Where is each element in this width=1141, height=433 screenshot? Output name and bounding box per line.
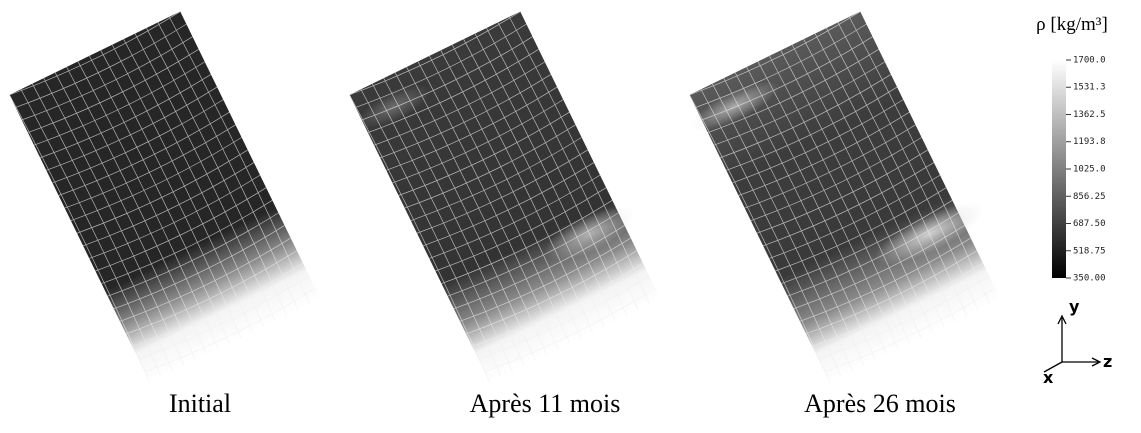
colorbar-tick-label: 1700.0 <box>1073 56 1106 66</box>
mesh-lines <box>349 11 656 383</box>
colorbar-tick-label: 687.50 <box>1073 219 1106 229</box>
density-glow <box>688 81 780 132</box>
mesh-render <box>349 11 661 383</box>
mesh-lines <box>9 11 316 383</box>
axis-triad <box>1043 314 1102 373</box>
mesh-body <box>349 11 661 383</box>
colorbar-tick-label: 1193.8 <box>1073 137 1106 147</box>
colorbar-title: ρ [kg/m³] <box>1036 14 1108 35</box>
mesh-render <box>9 11 321 383</box>
caption: Initial <box>169 389 231 418</box>
axis-label: y <box>1069 297 1080 316</box>
mesh-render <box>688 11 1001 383</box>
colorbar-tick-label: 1531.3 <box>1073 83 1106 93</box>
colorbar-tick-label: 518.75 <box>1073 246 1106 256</box>
colorbar-tick-label: 1025.0 <box>1073 165 1106 175</box>
caption: Après 26 mois <box>804 389 956 418</box>
caption: Après 11 mois <box>470 389 621 418</box>
colorbar-tick-label: 1362.5 <box>1073 110 1106 120</box>
mesh-lines <box>689 11 996 383</box>
colorbar <box>1052 60 1066 278</box>
colorbar-tick-label: 856.25 <box>1073 192 1106 202</box>
axis-label: z <box>1103 352 1112 371</box>
colorbar-tick-label: 350.00 <box>1073 274 1106 284</box>
axis-label: x <box>1043 368 1054 387</box>
mesh-body <box>9 11 321 383</box>
mesh-body <box>689 11 1001 383</box>
